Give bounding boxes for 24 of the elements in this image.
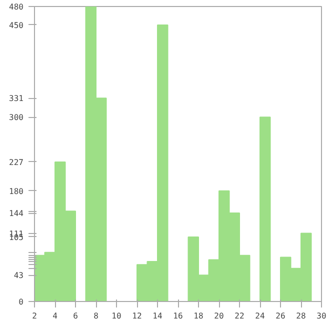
y-tick-label: 450 bbox=[9, 20, 24, 30]
x-tick-label: 30 bbox=[316, 312, 326, 320]
x-tick-label: 6 bbox=[73, 312, 78, 320]
x-tick-label: 24 bbox=[255, 312, 265, 320]
y-tick-label: 331 bbox=[9, 94, 24, 104]
y-tick-label: 0 bbox=[18, 298, 24, 306]
x-tick-label: 12 bbox=[132, 312, 142, 320]
x-tick-label: 22 bbox=[234, 312, 244, 320]
y-tick-label: 227 bbox=[9, 158, 24, 167]
x-tick-label: 2 bbox=[32, 312, 38, 320]
y-tick-label: 43 bbox=[14, 271, 24, 280]
x-tick-label: 28 bbox=[296, 312, 306, 320]
x-tick-label: 26 bbox=[276, 312, 286, 320]
y-tick-label: 144 bbox=[9, 209, 24, 218]
x-tick-label: 18 bbox=[194, 312, 204, 320]
y-tick-label: 300 bbox=[9, 113, 24, 122]
x-tick-label: 4 bbox=[52, 312, 58, 320]
y-tick-label: 180 bbox=[9, 186, 24, 196]
y-tick-label: 480 bbox=[9, 2, 24, 12]
x-tick-label: 16 bbox=[173, 312, 183, 320]
x-tick-label: 14 bbox=[152, 312, 162, 320]
x-tick-label: 10 bbox=[112, 312, 122, 320]
x-tick-label: 8 bbox=[94, 312, 99, 320]
x-tick-label: 20 bbox=[214, 312, 224, 320]
